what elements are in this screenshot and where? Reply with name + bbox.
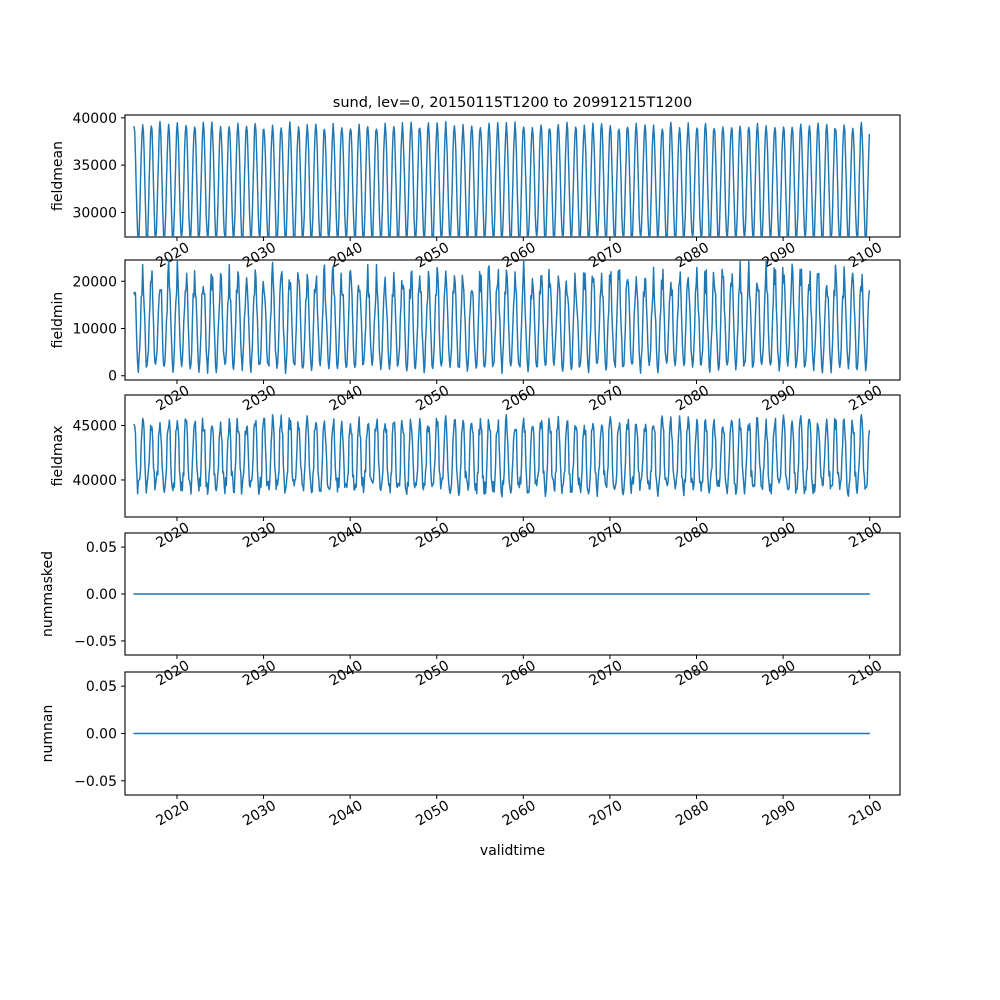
y-axis-label-numnan: numnan [40, 705, 56, 763]
x-ticklabel-fieldmax-4: 2060 [500, 520, 539, 552]
series-line-fieldmax [133, 413, 871, 498]
axes-frame-fieldmean [124, 114, 901, 238]
y-axis-nummasked: −0.05 0.00 0.05 [74, 540, 125, 650]
y-axis-label-nummasked: nummasked [40, 551, 56, 637]
series-line-fieldmean [133, 120, 871, 237]
x-ticks-fieldmean: 2020 2030 2040 2050 2060 2070 2080 2090 2100 [154, 237, 885, 272]
x-ticklabel-fieldmean-0: 2020 [154, 240, 193, 272]
y-axis-fieldmean: 30000 35000 40000 [72, 111, 125, 221]
panel-nummasked: −0.05 0.00 0.05 nummasked 2020 2030 2040 2050 20… [40, 532, 901, 690]
x-ticklabel-numnan-8: 2100 [846, 798, 885, 830]
x-ticklabel-nummasked-5: 2070 [586, 658, 625, 690]
y-axis-numnan: −0.05 0.00 0.05 [74, 679, 125, 790]
axes-frame-fieldmin [124, 259, 901, 381]
series-line-fieldmin [133, 260, 871, 375]
x-ticklabel-numnan-6: 2080 [673, 798, 712, 830]
x-ticklabel-nummasked-7: 2090 [760, 658, 799, 690]
x-ticklabel-numnan-3: 2050 [413, 798, 452, 830]
x-ticks-numnan: 2020 2030 2040 2050 2060 2070 2080 2090 2100 [154, 795, 885, 830]
x-ticklabel-numnan-5: 2070 [586, 798, 625, 830]
x-ticklabel-nummasked-6: 2080 [673, 658, 712, 690]
x-ticklabel-numnan-0: 2020 [154, 798, 193, 830]
y-ticklabel-fieldmax-0: 40000 [72, 473, 117, 489]
x-ticklabel-fieldmin-4: 2060 [500, 383, 539, 415]
y-ticklabel-fieldmean-2: 40000 [72, 111, 117, 127]
y-ticklabel-nummasked-1: 0.00 [86, 587, 117, 603]
y-axis-label-fieldmin: fieldmin [50, 292, 66, 349]
y-ticklabel-fieldmin-1: 10000 [72, 322, 117, 338]
x-ticklabel-fieldmean-3: 2050 [413, 240, 452, 272]
figure-title: sund, lev=0, 20150115T1200 to 20991215T1… [333, 95, 692, 111]
x-ticks-fieldmax: 2020 2030 2040 2050 2060 2070 2080 2090 2100 [154, 517, 885, 552]
x-ticklabel-fieldmax-3: 2050 [413, 520, 452, 552]
x-ticklabel-fieldmin-3: 2050 [413, 383, 452, 415]
x-ticklabel-nummasked-0: 2020 [154, 658, 193, 690]
x-ticklabel-fieldmin-1: 2030 [240, 383, 279, 415]
x-ticklabel-fieldmin-5: 2070 [586, 383, 625, 415]
x-ticklabel-fieldmax-8: 2100 [846, 520, 885, 552]
x-ticklabel-fieldmin-7: 2090 [760, 383, 799, 415]
x-ticklabel-fieldmax-1: 2030 [240, 520, 279, 552]
y-axis-fieldmax: 40000 45000 [72, 419, 125, 489]
x-ticklabel-numnan-2: 2040 [327, 798, 366, 830]
x-ticklabel-fieldmax-7: 2090 [760, 520, 799, 552]
y-ticklabel-fieldmean-0: 30000 [72, 205, 117, 221]
y-axis-label-fieldmax: fieldmax [50, 426, 66, 487]
axes-frame-fieldmax [124, 394, 901, 518]
x-ticklabel-nummasked-1: 2030 [240, 658, 279, 690]
x-ticklabel-fieldmean-5: 2070 [586, 240, 625, 272]
y-axis-label-fieldmean: fieldmean [50, 141, 66, 211]
x-ticklabel-fieldmax-2: 2040 [327, 520, 366, 552]
x-ticklabel-fieldmax-0: 2020 [154, 520, 193, 552]
x-ticklabel-fieldmean-4: 2060 [500, 240, 539, 272]
y-ticklabel-numnan-1: 0.00 [86, 727, 117, 743]
y-ticklabel-fieldmean-1: 35000 [72, 158, 117, 174]
x-ticklabel-nummasked-3: 2050 [413, 658, 452, 690]
x-ticks-fieldmin: 2020 2030 2040 2050 2060 2070 2080 2090 2100 [154, 380, 885, 415]
y-ticklabel-nummasked-2: 0.05 [86, 540, 117, 556]
x-ticklabel-fieldmax-5: 2070 [586, 520, 625, 552]
x-ticklabel-fieldmean-8: 2100 [846, 240, 885, 272]
x-ticklabel-numnan-7: 2090 [760, 798, 799, 830]
y-axis-fieldmin: 0 10000 20000 [72, 274, 125, 385]
x-ticklabel-fieldmin-0: 2020 [154, 383, 193, 415]
x-ticklabel-fieldmin-2: 2040 [327, 383, 366, 415]
x-ticklabel-nummasked-4: 2060 [500, 658, 539, 690]
y-ticklabel-nummasked-0: −0.05 [74, 634, 117, 650]
y-ticklabel-fieldmin-2: 20000 [72, 274, 117, 290]
x-ticklabel-fieldmin-6: 2080 [673, 383, 712, 415]
x-ticklabel-numnan-4: 2060 [500, 798, 539, 830]
x-ticklabel-nummasked-8: 2100 [846, 658, 885, 690]
x-ticklabel-fieldmean-6: 2080 [673, 240, 712, 272]
x-ticklabel-fieldmax-6: 2080 [673, 520, 712, 552]
x-ticklabel-numnan-1: 2030 [240, 798, 279, 830]
x-ticklabel-nummasked-2: 2040 [327, 658, 366, 690]
y-ticklabel-numnan-0: −0.05 [74, 774, 117, 790]
x-ticklabel-fieldmin-8: 2100 [846, 383, 885, 415]
x-axis-label: validtime [480, 843, 545, 859]
y-ticklabel-numnan-2: 0.05 [86, 679, 117, 695]
y-ticklabel-fieldmin-0: 0 [108, 369, 117, 385]
y-ticklabel-fieldmax-1: 45000 [72, 419, 117, 435]
